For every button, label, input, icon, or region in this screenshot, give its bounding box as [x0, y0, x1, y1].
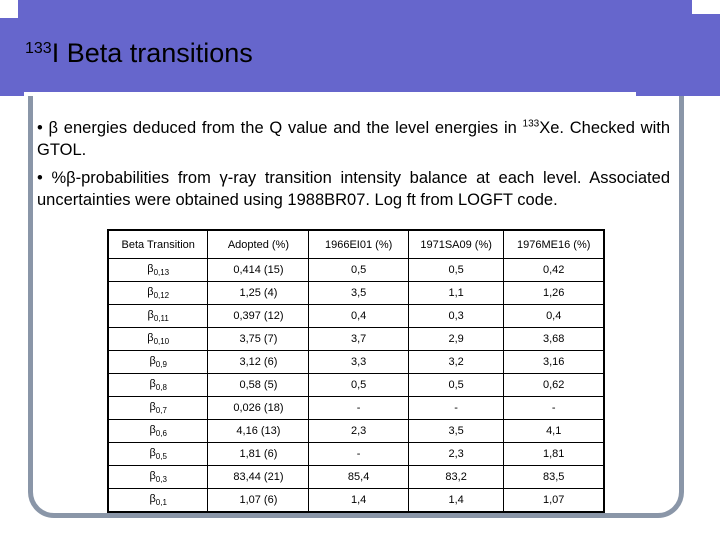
table-row: β0,1 1,07 (6) 1,4 1,4 1,07	[107, 488, 605, 512]
cell-1976me16: 3,16	[503, 350, 605, 374]
table-row: β0,11 0,397 (12) 0,4 0,3 0,4	[107, 304, 605, 328]
cell-1976me16: 4,1	[503, 419, 605, 443]
cell-1976me16: 1,81	[503, 442, 605, 466]
table-row: β0,10 3,75 (7) 3,7 2,9 3,68	[107, 327, 605, 351]
cell-1976me16: -	[503, 396, 605, 420]
cell-1966ei01: -	[308, 396, 409, 420]
header-beta-transition: Beta Transition	[107, 229, 209, 259]
slide-title: 133I Beta transitions	[25, 38, 253, 69]
cell-transition: β0,7	[107, 396, 209, 420]
title-underline	[24, 92, 636, 96]
cell-adopted: 0,397 (12)	[207, 304, 310, 328]
cell-adopted: 0,58 (5)	[207, 373, 310, 397]
cell-transition: β0,8	[107, 373, 209, 397]
cell-adopted: 0,414 (15)	[207, 258, 310, 282]
cell-adopted: 1,07 (6)	[207, 488, 310, 512]
title-bar	[0, 0, 720, 96]
header-adopted: Adopted (%)	[207, 229, 310, 259]
table-row: β0,8 0,58 (5) 0,5 0,5 0,62	[107, 373, 605, 397]
cell-transition: β0,3	[107, 465, 209, 489]
table-row: β0,6 4,16 (13) 2,3 3,5 4,1	[107, 419, 605, 443]
cell-adopted: 1,81 (6)	[207, 442, 310, 466]
cell-transition: β0,1	[107, 488, 209, 512]
table-header-row: Beta Transition Adopted (%) 1966EI01 (%)…	[107, 229, 605, 259]
cell-1971sa09: 3,5	[407, 419, 505, 443]
cell-1971sa09: -	[407, 396, 505, 420]
header-1971sa09: 1971SA09 (%)	[407, 229, 505, 259]
cell-transition: β0,11	[107, 304, 209, 328]
cell-transition: β0,5	[107, 442, 209, 466]
cell-transition: β0,6	[107, 419, 209, 443]
cell-1966ei01: 3,3	[308, 350, 409, 374]
cell-1976me16: 83,5	[503, 465, 605, 489]
cell-1976me16: 3,68	[503, 327, 605, 351]
cell-transition: β0,10	[107, 327, 209, 351]
cell-adopted: 83,44 (21)	[207, 465, 310, 489]
cell-1971sa09: 0,3	[407, 304, 505, 328]
cell-1976me16: 1,26	[503, 281, 605, 305]
beta-transition-table: Beta Transition Adopted (%) 1966EI01 (%)…	[107, 229, 605, 513]
header-1976me16: 1976ME16 (%)	[503, 229, 605, 259]
cell-1971sa09: 0,5	[407, 258, 505, 282]
header-1966ei01: 1966EI01 (%)	[308, 229, 409, 259]
cell-1976me16: 0,4	[503, 304, 605, 328]
cell-1966ei01: 2,3	[308, 419, 409, 443]
cell-1976me16: 0,42	[503, 258, 605, 282]
bullet-probabilities: • %β-probabilities from γ-ray transition…	[37, 169, 670, 209]
cell-adopted: 3,75 (7)	[207, 327, 310, 351]
cell-1971sa09: 3,2	[407, 350, 505, 374]
cell-1966ei01: 0,5	[308, 373, 409, 397]
cell-1966ei01: 3,5	[308, 281, 409, 305]
title-text: I Beta transitions	[51, 38, 253, 68]
table-row: β0,7 0,026 (18) - - -	[107, 396, 605, 420]
corner-notch-left	[0, 0, 18, 18]
cell-1971sa09: 0,5	[407, 373, 505, 397]
cell-1976me16: 1,07	[503, 488, 605, 512]
title-mass-number: 133	[25, 40, 52, 57]
cell-transition: β0,12	[107, 281, 209, 305]
bullet-energies: • β energies deduced from the Q value an…	[37, 117, 670, 161]
cell-1966ei01: -	[308, 442, 409, 466]
bullet-energies-text-2: Xe. Checked with GTOL.	[37, 119, 670, 159]
table-row: β0,5 1,81 (6) - 2,3 1,81	[107, 442, 605, 466]
table-row: β0,12 1,25 (4) 3,5 1,1 1,26	[107, 281, 605, 305]
table-row: β0,3 83,44 (21) 85,4 83,2 83,5	[107, 465, 605, 489]
bullet-energies-text-1: • β energies deduced from the Q value an…	[37, 119, 523, 137]
cell-transition: β0,13	[107, 258, 209, 282]
cell-1971sa09: 2,9	[407, 327, 505, 351]
cell-adopted: 3,12 (6)	[207, 350, 310, 374]
bullet-energies-sup: 133	[522, 118, 540, 130]
cell-1971sa09: 1,4	[407, 488, 505, 512]
cell-adopted: 1,25 (4)	[207, 281, 310, 305]
corner-notch-right	[692, 0, 720, 14]
cell-adopted: 4,16 (13)	[207, 419, 310, 443]
cell-1971sa09: 2,3	[407, 442, 505, 466]
cell-1966ei01: 0,5	[308, 258, 409, 282]
cell-1966ei01: 3,7	[308, 327, 409, 351]
cell-1976me16: 0,62	[503, 373, 605, 397]
cell-transition: β0,9	[107, 350, 209, 374]
cell-1966ei01: 1,4	[308, 488, 409, 512]
table-row: β0,13 0,414 (15) 0,5 0,5 0,42	[107, 258, 605, 282]
table-row: β0,9 3,12 (6) 3,3 3,2 3,16	[107, 350, 605, 374]
cell-1971sa09: 1,1	[407, 281, 505, 305]
cell-1971sa09: 83,2	[407, 465, 505, 489]
cell-1966ei01: 0,4	[308, 304, 409, 328]
cell-adopted: 0,026 (18)	[207, 396, 310, 420]
cell-1966ei01: 85,4	[308, 465, 409, 489]
